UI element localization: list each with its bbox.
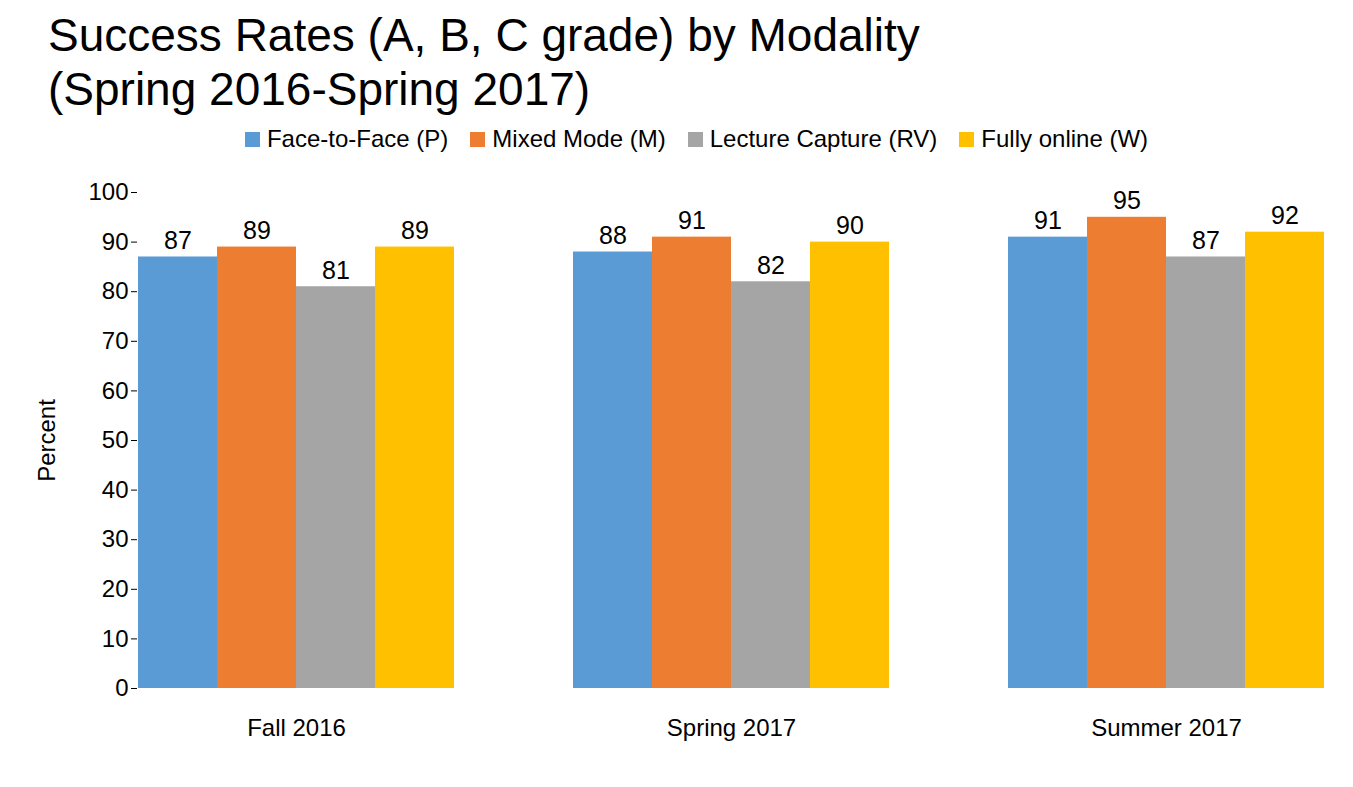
svg-text:87: 87	[1192, 226, 1220, 254]
svg-text:30: 30	[102, 525, 129, 552]
svg-text:Fall 2016: Fall 2016	[247, 714, 346, 741]
html-text:Success Rates (A, B, C grade): Success Rates (A, B, C grade) by Modalit…	[48, 9, 920, 115]
svg-text:80: 80	[102, 277, 129, 304]
svg-text:50: 50	[102, 426, 129, 453]
svg-text:89: 89	[243, 216, 271, 244]
svg-text:40: 40	[102, 476, 129, 503]
svg-text:10: 10	[102, 625, 129, 652]
html-text:Mixed Mode (M): Mixed Mode (M)	[492, 125, 666, 152]
svg-text:81: 81	[322, 256, 350, 284]
svg-text:82: 82	[757, 251, 785, 279]
svg-text:100: 100	[88, 178, 128, 205]
svg-text:88: 88	[599, 221, 627, 249]
svg-text:Summer 2017: Summer 2017	[1091, 714, 1242, 741]
svg-text:70: 70	[102, 327, 129, 354]
svg-text:Spring 2017: Spring 2017	[667, 714, 796, 741]
svg-text:0: 0	[115, 674, 128, 701]
html-text:Lecture Capture (RV): Lecture Capture (RV)	[709, 125, 938, 152]
svg-text:20: 20	[102, 575, 129, 602]
svg-text:91: 91	[678, 206, 706, 234]
svg-text:91: 91	[1034, 206, 1062, 234]
svg-text:60: 60	[102, 377, 129, 404]
html-text:Fully online (W): Fully online (W)	[981, 125, 1149, 152]
svg-text:95: 95	[1113, 186, 1141, 214]
svg-text:87: 87	[164, 226, 192, 254]
svg-text:Percent: Percent	[33, 399, 60, 482]
html-text:Face-to-Face (P): Face-to-Face (P)	[266, 125, 449, 152]
svg-text:89: 89	[401, 216, 429, 244]
svg-text:90: 90	[836, 211, 864, 239]
svg-text:90: 90	[102, 228, 129, 255]
svg-text:92: 92	[1271, 201, 1299, 229]
